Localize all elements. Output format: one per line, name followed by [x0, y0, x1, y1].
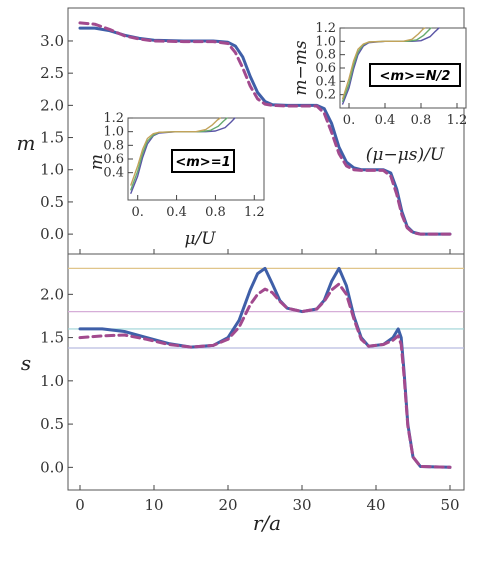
inset-right-ytick-label-5: 1.2: [315, 21, 336, 36]
inset-left-y-label: m: [87, 154, 107, 170]
bottom-xtick-label-2: 20: [218, 496, 237, 514]
top-ytick-label-6: 3.0: [40, 32, 64, 50]
inset-left-xtick-label-1: 0.4: [166, 205, 187, 220]
inset-right: 0.20.40.60.81.01.20. 0.4 0.8 1.2 <m>=N/2 m−…: [291, 21, 467, 165]
inset-left-annotation-box: [171, 149, 235, 173]
bottom-frame: [67, 253, 465, 491]
inset-left-xtick-label-2: 0.8: [205, 205, 226, 220]
inset-right-ytick-label-2: 0.6: [315, 61, 336, 76]
inset-left-x-label: μ/U: [184, 229, 216, 249]
bottom-xtick-label-5: 50: [440, 496, 459, 514]
bottom-ytick-label-4: 2.0: [40, 285, 64, 303]
bottom-y-axis-label: s: [21, 351, 31, 375]
inset-left-xtick-label-0: 0.: [132, 205, 144, 220]
inset-right-ytick-label-3: 0.8: [315, 48, 336, 63]
top-ytick-label-2: 1.0: [40, 161, 64, 179]
top-ytick-label-0: 0.0: [40, 225, 64, 243]
inset-right-series-line-2: [342, 27, 426, 100]
bottom-xtick-label-3: 30: [292, 496, 311, 514]
bottom-ytick-label-0: 0.0: [40, 458, 64, 476]
top-series-line-1: [78, 21, 452, 236]
bottom-series-line-1: [78, 282, 452, 469]
bottom-panel: 0.0 0.5 1.0 1.5 2.0 0 10 20 30 40 50 s r/a: [21, 253, 465, 535]
bottom-xtick-label-1: 10: [144, 496, 163, 514]
inset-right-annotation: <m>=N/2: [380, 69, 451, 84]
top-ytick-label-5: 2.5: [40, 64, 64, 82]
inset-left-ytick-label-4: 1.2: [103, 111, 124, 126]
inset-right-ytick-label-0: 0.2: [315, 88, 336, 103]
inset-right-ytick-label-4: 1.0: [315, 34, 336, 49]
x-axis-label: r/a: [253, 511, 281, 535]
inset-right-xtick-label-2: 0.8: [411, 113, 432, 128]
inset-left-ytick-label-2: 0.8: [103, 138, 124, 153]
bottom-ytick-label-2: 1.0: [40, 372, 64, 390]
inset-left-ytick-label-1: 0.6: [103, 152, 124, 167]
inset-right-xtick-label-1: 0.4: [375, 113, 396, 128]
bottom-ytick-label-3: 1.5: [40, 329, 64, 347]
inset-left-annotation: <m>=1: [175, 155, 230, 170]
top-ytick-label-4: 2.0: [40, 96, 64, 114]
bottom-xtick-label-0: 0: [75, 496, 85, 514]
top-ytick-label-1: 0.5: [40, 193, 64, 211]
inset-right-x-label: (μ−μs)/U: [366, 145, 445, 165]
inset-left-ytick-label-0: 0.4: [103, 166, 124, 181]
inset-left: 0.40.60.81.01.20. 0.4 0.8 1.2 <m>=1 m μ/U: [87, 111, 265, 249]
bottom-xtick-label-4: 40: [366, 496, 385, 514]
top-ytick-label-3: 1.5: [40, 129, 64, 147]
inset-left-xtick-label-3: 1.2: [244, 205, 265, 220]
top-panel: 0.0 0.5 1.0 1.5 2.0 2.5 3.0 m: [17, 7, 465, 255]
top-y-axis-label: m: [17, 131, 36, 155]
bottom-series-line-0: [78, 266, 452, 469]
inset-right-y-label: m−ms: [291, 40, 311, 95]
inset-right-ytick-label-1: 0.4: [315, 74, 336, 89]
bottom-ytick-label-1: 0.5: [40, 415, 64, 433]
inset-right-xtick-label-3: 1.2: [447, 113, 468, 128]
inset-left-series-line-2: [130, 117, 221, 186]
inset-right-xtick-label-0: 0.: [343, 113, 355, 128]
inset-left-ytick-label-3: 1.0: [103, 125, 124, 140]
inset-right-annotation-box: [369, 63, 461, 87]
